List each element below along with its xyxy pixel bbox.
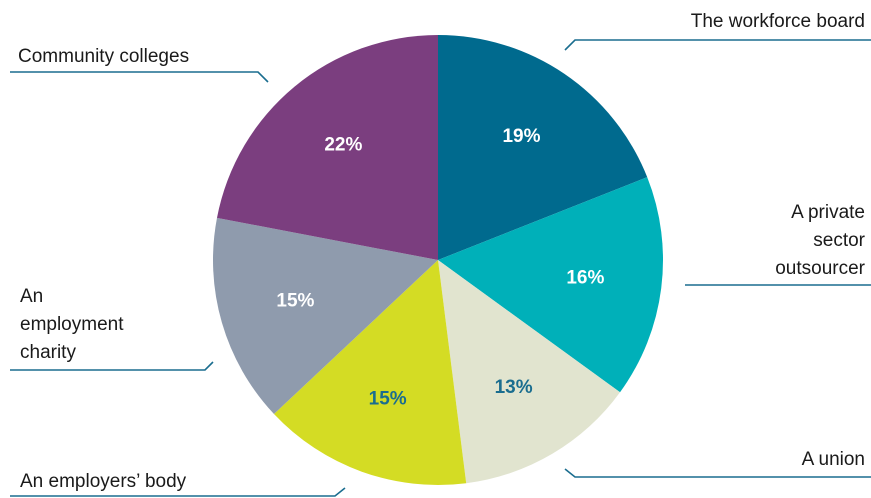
value-label: 16%	[566, 268, 604, 289]
category-label-line: employment	[20, 314, 124, 335]
pie-slice	[438, 260, 621, 484]
value-label: 13%	[495, 377, 533, 398]
category-label: The workforce board	[691, 11, 865, 32]
category-label-line: charity	[20, 342, 76, 363]
value-label: 22%	[324, 135, 362, 156]
category-label: An employers’ body	[20, 471, 187, 492]
leader-line	[10, 361, 214, 371]
category-label-line: An	[20, 286, 43, 307]
value-label: 19%	[502, 126, 540, 147]
leader-line	[10, 487, 346, 497]
leader-line	[10, 71, 269, 83]
pie-slice	[212, 217, 438, 415]
value-label: 15%	[369, 389, 407, 410]
leader-line	[564, 39, 871, 51]
category-label: An employment charity	[20, 286, 124, 363]
leader-line	[564, 468, 871, 478]
category-label-line: sector	[813, 230, 865, 251]
pie-slice	[216, 35, 438, 260]
pie-slice	[438, 35, 648, 260]
pie-slice	[438, 177, 663, 393]
category-label: A private sector outsourcer	[775, 202, 865, 279]
category-label: A union	[802, 449, 865, 470]
category-label-line: A private	[791, 202, 865, 223]
category-label-line: outsourcer	[775, 258, 865, 279]
category-label: Community colleges	[18, 46, 189, 67]
value-label: 15%	[276, 290, 314, 311]
pie-slice	[273, 260, 467, 485]
